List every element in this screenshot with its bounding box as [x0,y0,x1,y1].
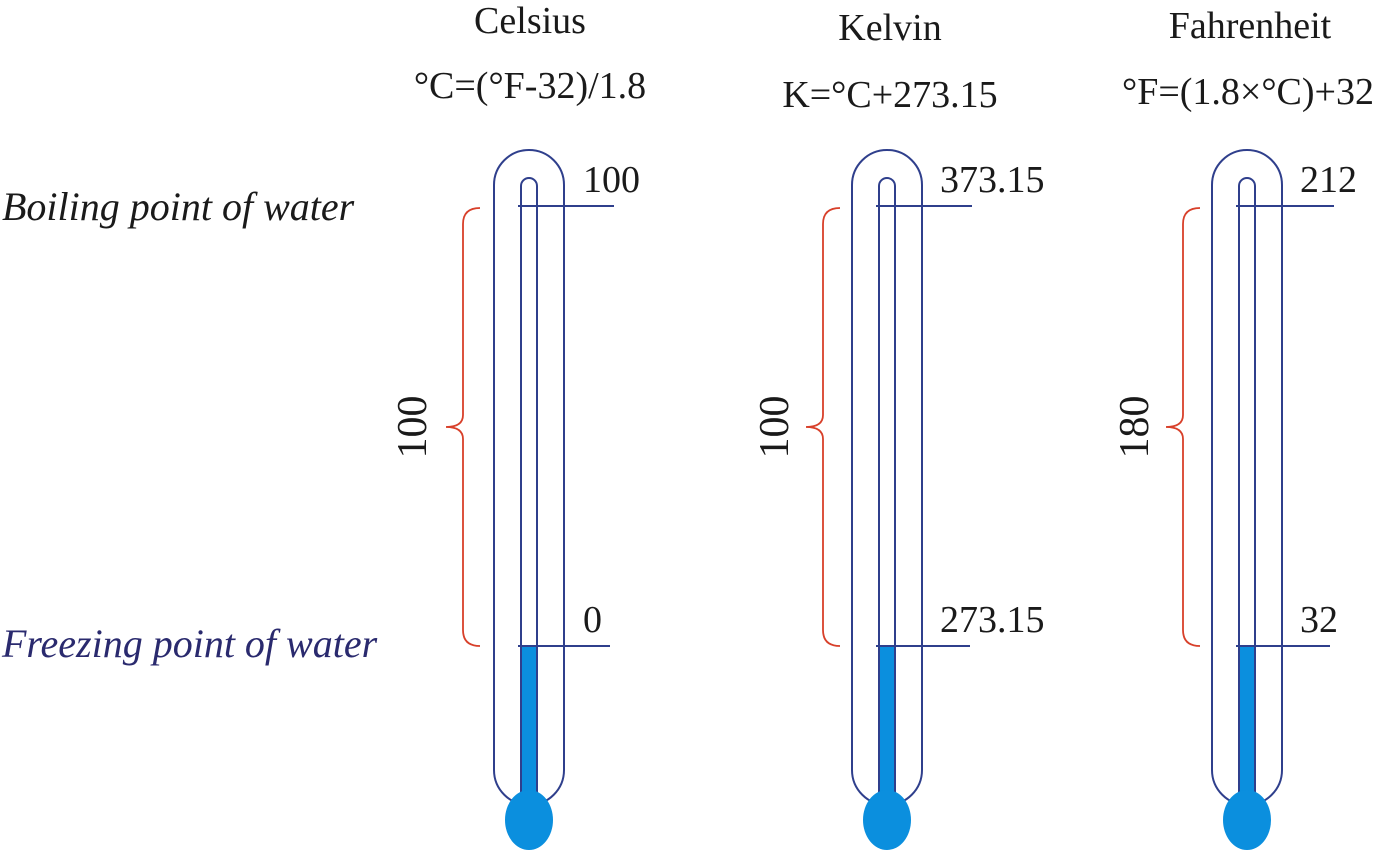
freezing-point-label: Freezing point of water [1,621,378,666]
celsius-thermometer [493,149,614,850]
fahrenheit-thermometer [1211,149,1334,850]
celsius-mercury-column [522,646,536,806]
celsius-boiling-value: 100 [583,159,640,201]
kelvin-freezing-value: 273.15 [940,599,1045,641]
kelvin-bulb [863,790,911,850]
boiling-point-label: Boiling point of water [2,184,355,229]
fahrenheit-boiling-value: 212 [1300,159,1357,201]
kelvin-outer-tube [851,149,923,806]
celsius-scale: Celsius °C=(°F-32)/1.8 100 0 100 [390,0,646,850]
fahrenheit-title: Fahrenheit [1169,5,1332,47]
celsius-outer-tube [493,149,565,806]
fahrenheit-formula: °F=(1.8×°C)+32 [1122,71,1374,113]
celsius-interval-value: 100 [390,396,436,459]
fahrenheit-outer-tube [1211,149,1283,806]
kelvin-thermometer [851,149,972,850]
kelvin-title: Kelvin [838,7,941,49]
celsius-freezing-value: 0 [583,599,602,641]
fahrenheit-mercury-column [1240,646,1254,806]
kelvin-formula: K=°C+273.15 [782,74,997,116]
fahrenheit-bulb [1223,790,1271,850]
fahrenheit-interval-brace [1165,207,1201,647]
celsius-bulb [505,790,553,850]
kelvin-interval-brace [805,207,841,647]
fahrenheit-interval-value: 180 [1112,396,1158,459]
kelvin-interval-value: 100 [752,396,798,459]
kelvin-scale: Kelvin K=°C+273.15 373.15 273.15 100 [752,7,1045,850]
fahrenheit-scale: Fahrenheit °F=(1.8×°C)+32 212 32 180 [1112,5,1374,850]
celsius-title: Celsius [474,0,586,42]
fahrenheit-capillary [1238,177,1256,795]
kelvin-mercury-column [880,646,894,806]
celsius-interval-brace [445,207,481,647]
kelvin-capillary [878,177,896,795]
kelvin-boiling-value: 373.15 [940,159,1045,201]
celsius-formula: °C=(°F-32)/1.8 [414,65,646,107]
celsius-capillary [520,177,538,795]
fahrenheit-freezing-value: 32 [1300,599,1338,641]
